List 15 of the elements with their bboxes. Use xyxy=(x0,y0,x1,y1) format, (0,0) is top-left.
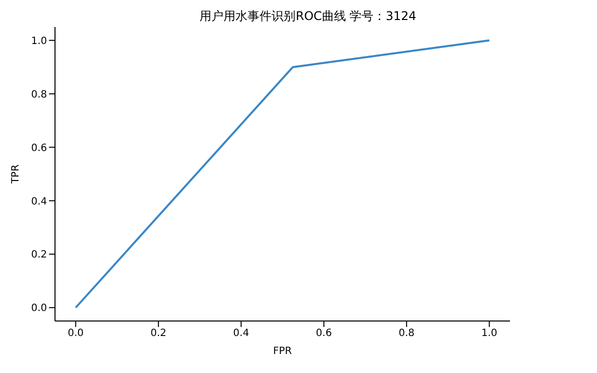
x-axis-title: FPR xyxy=(273,346,292,357)
x-tick-label: 0.2 xyxy=(150,328,166,340)
y-tick-label: 1.0 xyxy=(31,36,47,47)
y-tick-label: 0.8 xyxy=(31,89,47,100)
chart-title: 用户用水事件识别ROC曲线 学号：3124 xyxy=(198,8,418,25)
y-tick-label: 0.4 xyxy=(31,196,47,208)
x-tick-label: 0.4 xyxy=(233,328,250,340)
y-axis-title: TPR xyxy=(10,164,22,185)
y-tick-label: 0.0 xyxy=(31,303,47,314)
x-tick-label: 0.6 xyxy=(316,328,332,340)
x-tick-label: 0.8 xyxy=(398,328,415,340)
x-tick-label: 1.0 xyxy=(481,328,498,340)
x-tick-label: 0.0 xyxy=(68,328,84,340)
y-tick-label: 0.6 xyxy=(31,142,47,154)
y-tick-label: 0.2 xyxy=(31,250,47,261)
